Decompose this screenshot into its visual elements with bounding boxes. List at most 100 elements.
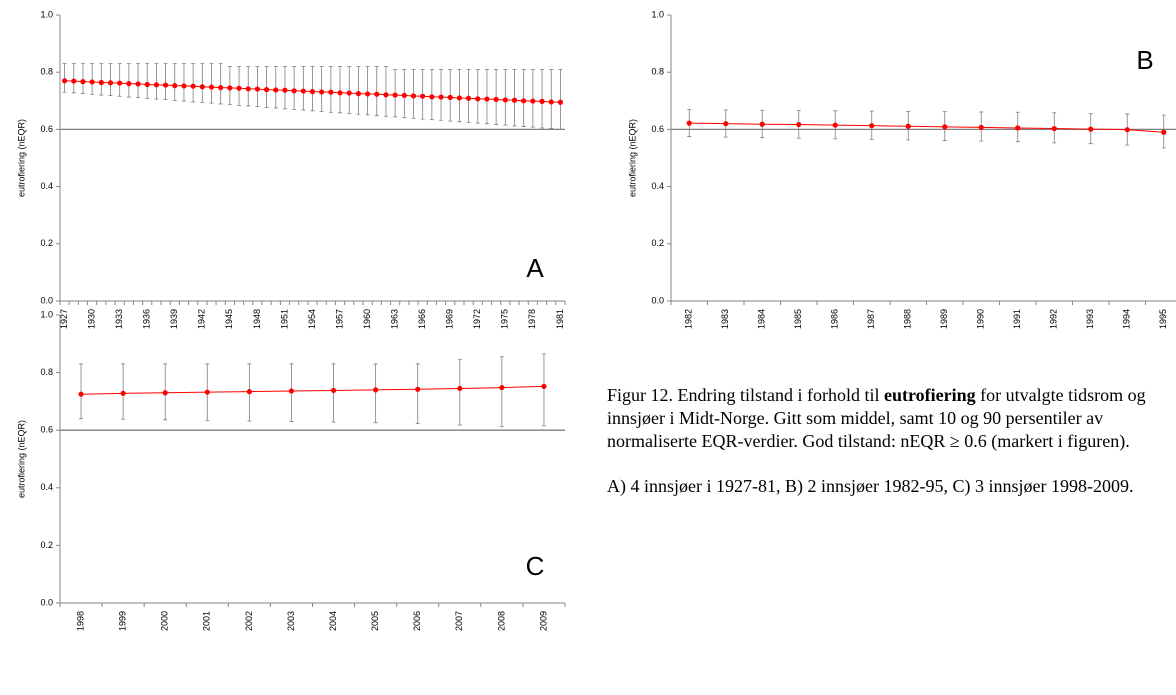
error-bar (540, 68, 545, 129)
y-tick-label: 0.8 (40, 367, 53, 377)
y-axis-label: eutrofiering (nEQR) (16, 420, 26, 498)
data-point (190, 83, 196, 89)
error-bar (172, 63, 177, 101)
data-point (420, 93, 426, 99)
x-tick-label: 1972 (472, 309, 482, 329)
data-point (541, 383, 547, 390)
y-tick-label: 0.2 (40, 238, 53, 248)
x-tick-label: 2001 (202, 611, 212, 631)
data-point (309, 89, 316, 95)
y-tick-label: 0.0 (40, 295, 53, 305)
data-point (227, 85, 233, 91)
caption-bold: eutrofiering (884, 385, 976, 405)
error-bar (62, 63, 67, 93)
y-tick-label: 0.0 (40, 597, 53, 607)
error-bar (218, 63, 223, 105)
x-tick-label: 1939 (169, 309, 179, 329)
data-point (328, 89, 334, 95)
data-point (383, 92, 389, 98)
data-point (80, 79, 86, 85)
data-point (723, 121, 729, 127)
data-point (401, 92, 407, 98)
data-point (364, 91, 371, 97)
x-tick-label: 2002 (244, 611, 254, 631)
y-tick-label: 0.4 (651, 181, 664, 191)
x-tick-label: 1993 (1085, 309, 1095, 329)
data-point (107, 80, 114, 86)
data-point (98, 79, 104, 86)
data-point (429, 94, 435, 100)
x-tick-label: 1984 (757, 309, 767, 329)
error-bar (99, 63, 104, 96)
data-point (346, 90, 352, 96)
error-bar (499, 356, 504, 428)
data-point (456, 95, 463, 101)
data-point (199, 84, 205, 90)
x-tick-label: 1981 (555, 309, 565, 329)
data-point (759, 121, 765, 127)
data-point (392, 92, 398, 98)
data-point (288, 388, 295, 394)
data-point (263, 87, 270, 93)
data-point (1124, 127, 1130, 133)
y-tick-label: 0.8 (651, 67, 664, 77)
data-point (245, 86, 251, 92)
data-point (465, 95, 472, 101)
x-tick-label: 1945 (224, 309, 234, 329)
data-point (796, 121, 802, 128)
panel-label: A (526, 253, 544, 283)
error-bar (530, 68, 535, 128)
y-tick-label: 0.4 (40, 181, 53, 191)
error-bar (154, 63, 159, 100)
data-point (869, 123, 875, 129)
data-point (415, 386, 421, 392)
panel-label: B (1136, 45, 1153, 75)
error-bar (209, 63, 214, 104)
data-point (218, 85, 224, 91)
x-tick-label: 1991 (1012, 309, 1022, 329)
error-bar (383, 66, 388, 117)
error-bar (457, 359, 462, 426)
data-point (181, 83, 187, 89)
error-bar (365, 66, 370, 116)
data-point (942, 124, 948, 130)
data-point (89, 79, 95, 85)
data-point (438, 94, 444, 100)
data-point (291, 88, 297, 94)
data-point (246, 389, 252, 395)
data-point (144, 81, 150, 88)
x-tick-label: 1995 (1158, 309, 1168, 329)
data-point (172, 83, 178, 89)
error-bar (328, 66, 333, 113)
data-point (484, 96, 490, 102)
error-bar (136, 63, 141, 99)
chart: 0.0 0.2 0.4 0.6 0.8 1.0 eutrofiering (nEQR) 199… (16, 309, 566, 631)
data-point (236, 85, 242, 91)
data-point (162, 82, 169, 88)
y-tick-label: 0.2 (40, 540, 53, 550)
x-tick-label: 1957 (334, 309, 344, 329)
error-bar (374, 66, 379, 117)
data-point (373, 387, 379, 393)
error-bar (338, 66, 343, 114)
data-point (120, 390, 126, 396)
y-tick-label: 0.6 (651, 124, 664, 134)
data-point (273, 87, 279, 93)
error-bar (117, 63, 122, 97)
caption-before: Figur 12. Endring tilstand i forhold til (607, 385, 884, 405)
caption-after: for utvalgte tidsrom og innsjøer i Midt-… (607, 385, 1146, 451)
data-point (475, 96, 481, 102)
x-tick-label: 1936 (142, 309, 152, 329)
x-tick-label: 1963 (390, 309, 400, 329)
error-bar (310, 66, 315, 112)
error-bar (80, 63, 85, 95)
data-point (502, 97, 508, 103)
x-tick-label: 1975 (500, 309, 510, 329)
data-point (254, 86, 261, 92)
caption-note: A) 4 innsjøer i 1927-81, B) 2 innsjøer 1… (607, 476, 1134, 496)
x-tick-label: 1978 (527, 309, 537, 329)
error-bar (356, 66, 361, 115)
error-bar (415, 363, 420, 424)
x-tick-label: 2006 (412, 611, 422, 631)
